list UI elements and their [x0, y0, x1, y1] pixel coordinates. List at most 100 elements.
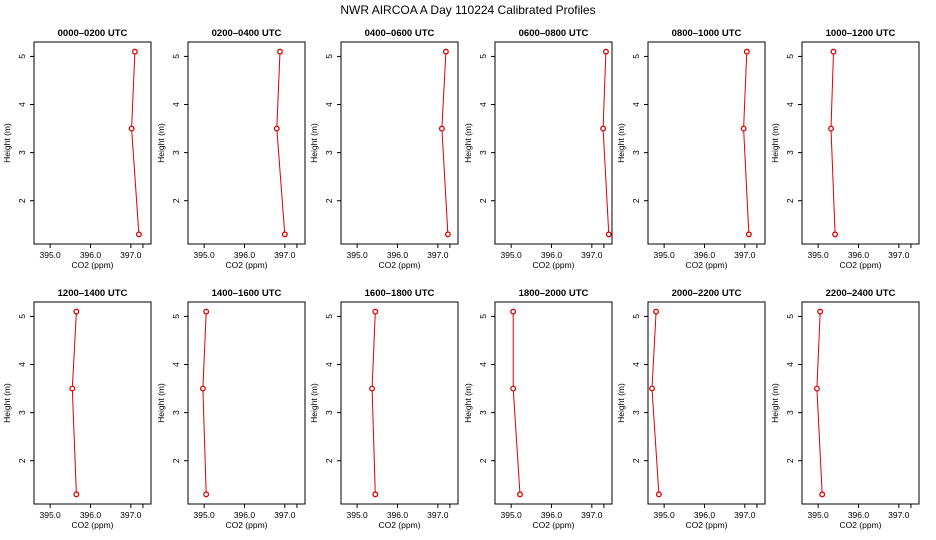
profile-panel: 1600–1800 UTC 395.0 396.0 397.0 CO2 (ppm) 2 3 4… [309, 288, 459, 530]
data-point [369, 385, 376, 392]
x-tick-label: 396.0 [694, 510, 716, 520]
data-point [372, 308, 379, 315]
data-point [203, 491, 210, 498]
y-tick-label: 5 [785, 314, 795, 319]
y-tick-label: 2 [478, 198, 488, 203]
x-axis-label: CO2 (ppm) [225, 520, 267, 530]
y-tick-label: 4 [478, 102, 488, 107]
y-axis-label: Height (m) [2, 383, 12, 423]
data-point [740, 125, 747, 132]
x-axis-label: CO2 (ppm) [378, 260, 420, 270]
profile-panel: 0800–1000 UTC 395.0 396.0 397.0 CO2 (ppm) 2 3 4… [616, 28, 766, 270]
plot-frame [340, 301, 459, 505]
panel-title: 0400–0600 UTC [365, 28, 435, 39]
data-point [69, 385, 76, 392]
y-tick-label: 4 [17, 362, 27, 367]
panel-title: 1600–1800 UTC [365, 288, 435, 299]
x-tick-label: 395.0 [193, 510, 215, 520]
x-tick-label: 397.0 [274, 510, 296, 520]
profile-line [202, 311, 207, 495]
y-tick-label: 2 [17, 458, 27, 463]
y-axis-label: Height (m) [616, 123, 626, 163]
data-point [517, 491, 523, 498]
plot-frame [494, 301, 613, 505]
plot-frame [647, 41, 766, 245]
data-point [442, 48, 449, 55]
plot-frame [494, 41, 613, 245]
x-tick-label: 395.0 [346, 250, 368, 260]
x-axis-label: CO2 (ppm) [532, 520, 574, 530]
data-point [602, 48, 609, 55]
data-point [438, 125, 445, 132]
x-tick-label: 397.0 [120, 250, 142, 260]
y-tick-label: 3 [324, 150, 334, 155]
y-tick-label: 2 [171, 458, 181, 463]
profile-line [512, 311, 521, 495]
y-tick-label: 3 [631, 410, 641, 415]
panel-title: 2000–2200 UTC [672, 288, 742, 299]
data-point [653, 308, 660, 315]
y-tick-label: 3 [324, 410, 334, 415]
y-tick-label: 5 [478, 54, 488, 59]
x-tick-label: 395.0 [500, 250, 522, 260]
profile-panel: 0000–0200 UTC 395.0 396.0 397.0 CO2 (ppm) 2 3 4… [2, 28, 152, 270]
x-tick-label: 396.0 [80, 510, 102, 520]
plot-frame [340, 41, 459, 245]
y-tick-label: 5 [171, 314, 181, 319]
y-tick-label: 4 [785, 362, 795, 367]
panel-title: 1200–1400 UTC [58, 288, 128, 299]
y-tick-label: 3 [17, 150, 27, 155]
y-tick-label: 4 [785, 102, 795, 107]
y-tick-label: 4 [324, 362, 334, 367]
x-tick-label: 396.0 [387, 510, 409, 520]
plot-frame [187, 41, 306, 245]
profile-panel: 1400–1600 UTC 395.0 396.0 397.0 CO2 (ppm) 2 3 4… [156, 288, 306, 530]
y-tick-label: 3 [171, 150, 181, 155]
profile-panel: 2200–2400 UTC 395.0 396.0 397.0 CO2 (ppm) 2 3 4… [770, 288, 920, 530]
panel-title: 0000–0200 UTC [58, 28, 128, 39]
profile-panel: 1800–2000 UTC 395.0 396.0 397.0 CO2 (ppm) 2 3 4… [463, 288, 613, 530]
data-point [199, 385, 206, 392]
x-tick-label: 397.0 [427, 250, 449, 260]
panel-title: 1400–1600 UTC [212, 288, 282, 299]
y-tick-label: 2 [324, 198, 334, 203]
y-tick-label: 4 [631, 362, 641, 367]
profile-panel: 0200–0400 UTC 395.0 396.0 397.0 CO2 (ppm) 2 3 4… [156, 28, 306, 270]
data-point [832, 231, 839, 238]
y-tick-label: 2 [324, 458, 334, 463]
y-tick-label: 5 [17, 314, 27, 319]
profile-line [816, 311, 823, 495]
panel-title: 0800–1000 UTC [672, 28, 742, 39]
x-tick-label: 396.0 [234, 510, 256, 520]
x-tick-label: 396.0 [234, 250, 256, 260]
data-point [444, 231, 451, 238]
data-point [273, 125, 280, 132]
data-point [135, 231, 142, 238]
x-tick-label: 396.0 [694, 250, 716, 260]
data-point [745, 231, 752, 238]
x-tick-label: 397.0 [888, 510, 910, 520]
data-point [73, 308, 80, 315]
x-tick-label: 397.0 [427, 510, 449, 520]
x-tick-label: 395.0 [653, 250, 675, 260]
data-point [655, 491, 662, 498]
plot-frame [187, 301, 306, 505]
y-tick-label: 3 [631, 150, 641, 155]
panel-title: 1800–2000 UTC [519, 288, 589, 299]
y-axis-label: Height (m) [770, 383, 780, 423]
y-tick-label: 4 [324, 102, 334, 107]
plot-frame [801, 301, 920, 505]
y-tick-label: 5 [478, 314, 488, 319]
y-tick-label: 3 [17, 410, 27, 415]
x-tick-label: 396.0 [541, 250, 563, 260]
data-point [510, 385, 517, 392]
x-axis-label: CO2 (ppm) [839, 260, 881, 270]
data-point [277, 48, 283, 55]
data-point [649, 385, 655, 392]
data-point [600, 125, 607, 132]
x-tick-label: 396.0 [848, 510, 870, 520]
y-tick-label: 2 [478, 458, 488, 463]
y-tick-label: 3 [171, 410, 181, 415]
profile-line [371, 311, 376, 495]
